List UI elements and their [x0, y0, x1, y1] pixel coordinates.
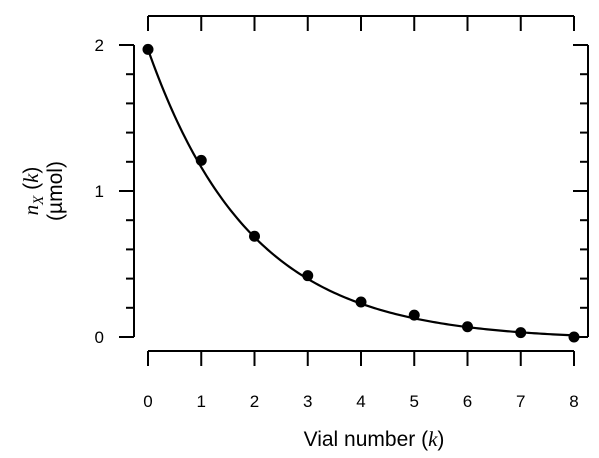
- y-tick-labels: 0 1 2: [95, 36, 104, 347]
- data-point: [462, 321, 473, 333]
- y-tick-label: 2: [95, 36, 104, 55]
- data-point: [142, 43, 154, 55]
- data-point: [408, 309, 420, 321]
- data-points: [142, 43, 580, 343]
- data-point: [302, 270, 314, 282]
- fit-curve: [146, 49, 575, 337]
- x-tick-label: 6: [463, 392, 472, 411]
- data-point: [195, 154, 207, 166]
- x-tick-label: 1: [197, 392, 206, 411]
- x-tick-label: 4: [356, 392, 365, 411]
- plot-frame: [119, 15, 589, 366]
- y-tick-label: 1: [95, 182, 104, 201]
- data-point: [515, 327, 527, 339]
- svg-text:(µmol): (µmol): [44, 161, 67, 221]
- data-point: [568, 331, 580, 343]
- y-axis-title: nX (k) (µmol): [19, 161, 67, 221]
- x-tick-label: 5: [410, 392, 419, 411]
- svg-text:nX (k): nX (k): [19, 167, 47, 216]
- x-axis-title: Vial number (k): [304, 427, 445, 451]
- x-tick-label: 8: [569, 392, 578, 411]
- x-tick-labels: 0 1 2 3 4 5 6 7 8: [143, 392, 578, 411]
- data-point: [249, 230, 260, 242]
- x-tick-label: 0: [143, 392, 152, 411]
- x-tick-label: 7: [516, 392, 525, 411]
- y-tick-label: 0: [95, 328, 104, 347]
- data-point: [355, 296, 367, 308]
- x-tick-label: 2: [250, 392, 259, 411]
- x-tick-label: 3: [303, 392, 312, 411]
